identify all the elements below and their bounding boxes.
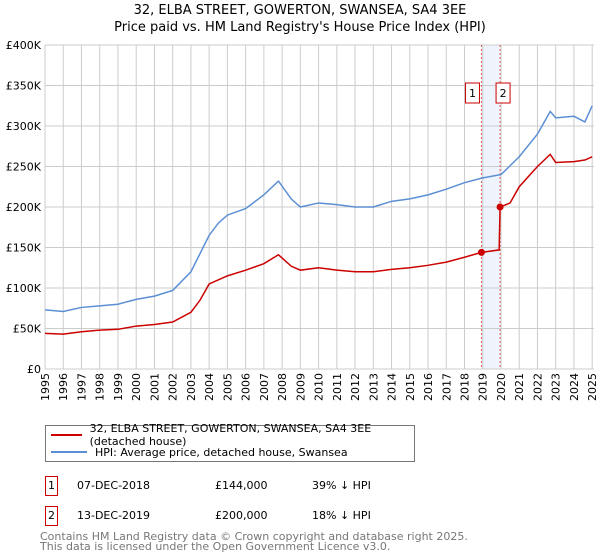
y-tick-label: £0 xyxy=(27,363,41,376)
x-tick-label: 2010 xyxy=(313,373,326,401)
sale-marker-number: 2 xyxy=(500,87,507,100)
x-tick-label: 2000 xyxy=(130,373,143,401)
y-tick-label: £250K xyxy=(6,161,42,174)
x-tick-label: 2013 xyxy=(367,373,380,401)
legend-item-property: 32, ELBA STREET, GOWERTON, SWANSEA, SA4 … xyxy=(46,422,414,448)
y-tick-label: £300K xyxy=(6,120,42,133)
chart-subtitle: Price paid vs. HM Land Registry's House … xyxy=(114,20,486,35)
price-chart: £0 £50K £100K £150K £200K £250K £300K £350K £400… xyxy=(6,39,599,401)
sale-marker-label: 2 xyxy=(45,506,58,526)
x-tick-label: 2005 xyxy=(221,373,234,401)
hpi-line xyxy=(44,105,593,313)
x-tick-label: 2022 xyxy=(531,373,544,401)
footer: Contains HM Land Registry data © Crown c… xyxy=(40,530,468,553)
y-tick-label: £350K xyxy=(6,80,42,93)
y-tick-label: £200K xyxy=(6,201,42,214)
sale-marker-label: 1 xyxy=(45,476,58,496)
sale-row: 2 13-DEC-2019 £200,000 18% ↓ HPI xyxy=(45,506,600,526)
x-tick-label: 1995 xyxy=(39,373,52,401)
x-tick-label: 2015 xyxy=(404,373,417,401)
footer-copyright: Contains HM Land Registry data © Crown c… xyxy=(40,530,468,543)
sale-marker-box xyxy=(464,82,480,104)
sale-date: 07-DEC-2018 xyxy=(77,479,151,492)
x-tick-label: 2003 xyxy=(185,373,198,401)
legend-swatch xyxy=(51,434,82,436)
x-tick-label: 1996 xyxy=(57,373,70,401)
sale-date: 13-DEC-2019 xyxy=(77,509,151,522)
x-tick-label: 1997 xyxy=(75,373,88,401)
legend-label: 32, ELBA STREET, GOWERTON, SWANSEA, SA4 … xyxy=(89,422,372,448)
legend-label: HPI: Average price, detached house, Swan… xyxy=(95,445,348,459)
legend: 32, ELBA STREET, GOWERTON, SWANSEA, SA4 … xyxy=(45,422,415,462)
x-tick-label: 2020 xyxy=(495,373,508,401)
footer-licence: This data is licensed under the Open Gov… xyxy=(40,540,391,553)
x-tick-label: 2011 xyxy=(331,373,344,401)
x-tick-label: 2021 xyxy=(513,373,526,401)
sale-hpi-diff: 39% ↓ HPI xyxy=(312,479,371,492)
x-tick-label: 2014 xyxy=(386,373,399,401)
x-tick-label: 2002 xyxy=(167,373,180,401)
x-tick-label: 2025 xyxy=(586,373,599,401)
x-tick-label: 2019 xyxy=(477,373,490,401)
sale-row: 1 07-DEC-2018 £144,000 39% ↓ HPI xyxy=(45,476,600,496)
sale-hpi-diff: 18% ↓ HPI xyxy=(312,509,371,522)
x-tick-label: 2012 xyxy=(349,373,362,401)
sale-point xyxy=(496,203,504,211)
x-tick-label: 2017 xyxy=(440,373,453,401)
sale-marker-number: 1 xyxy=(469,87,476,100)
y-tick-label: £100K xyxy=(6,282,42,295)
x-tick-label: 2016 xyxy=(422,373,435,401)
sale-price: £144,000 xyxy=(215,479,268,492)
x-tick-label: 2023 xyxy=(550,373,563,401)
legend-item-hpi: HPI: Average price, detached house, Swan… xyxy=(46,444,348,460)
x-tick-label: 2024 xyxy=(568,373,581,401)
x-tick-label: 1998 xyxy=(94,373,107,401)
x-tick-label: 2008 xyxy=(276,373,289,401)
x-tick-label: 2006 xyxy=(240,373,253,401)
y-tick-label: £150K xyxy=(6,242,42,255)
price-paid-line xyxy=(44,153,593,335)
sale-price: £200,000 xyxy=(215,509,268,522)
sale-marker-box xyxy=(495,82,511,104)
x-tick-label: 2018 xyxy=(459,373,472,401)
y-tick-label: £50K xyxy=(13,323,42,336)
x-tick-label: 2009 xyxy=(294,373,307,401)
x-tick-label: 1999 xyxy=(112,373,125,401)
x-tick-label: 2001 xyxy=(148,373,161,401)
x-tick-label: 2004 xyxy=(203,373,216,401)
legend-swatch xyxy=(51,451,87,453)
chart-title: 32, ELBA STREET, GOWERTON, SWANSEA, SA4 … xyxy=(133,3,467,18)
y-tick-label: £400K xyxy=(6,39,42,52)
sale-point xyxy=(477,248,485,256)
x-tick-label: 2007 xyxy=(258,373,271,401)
